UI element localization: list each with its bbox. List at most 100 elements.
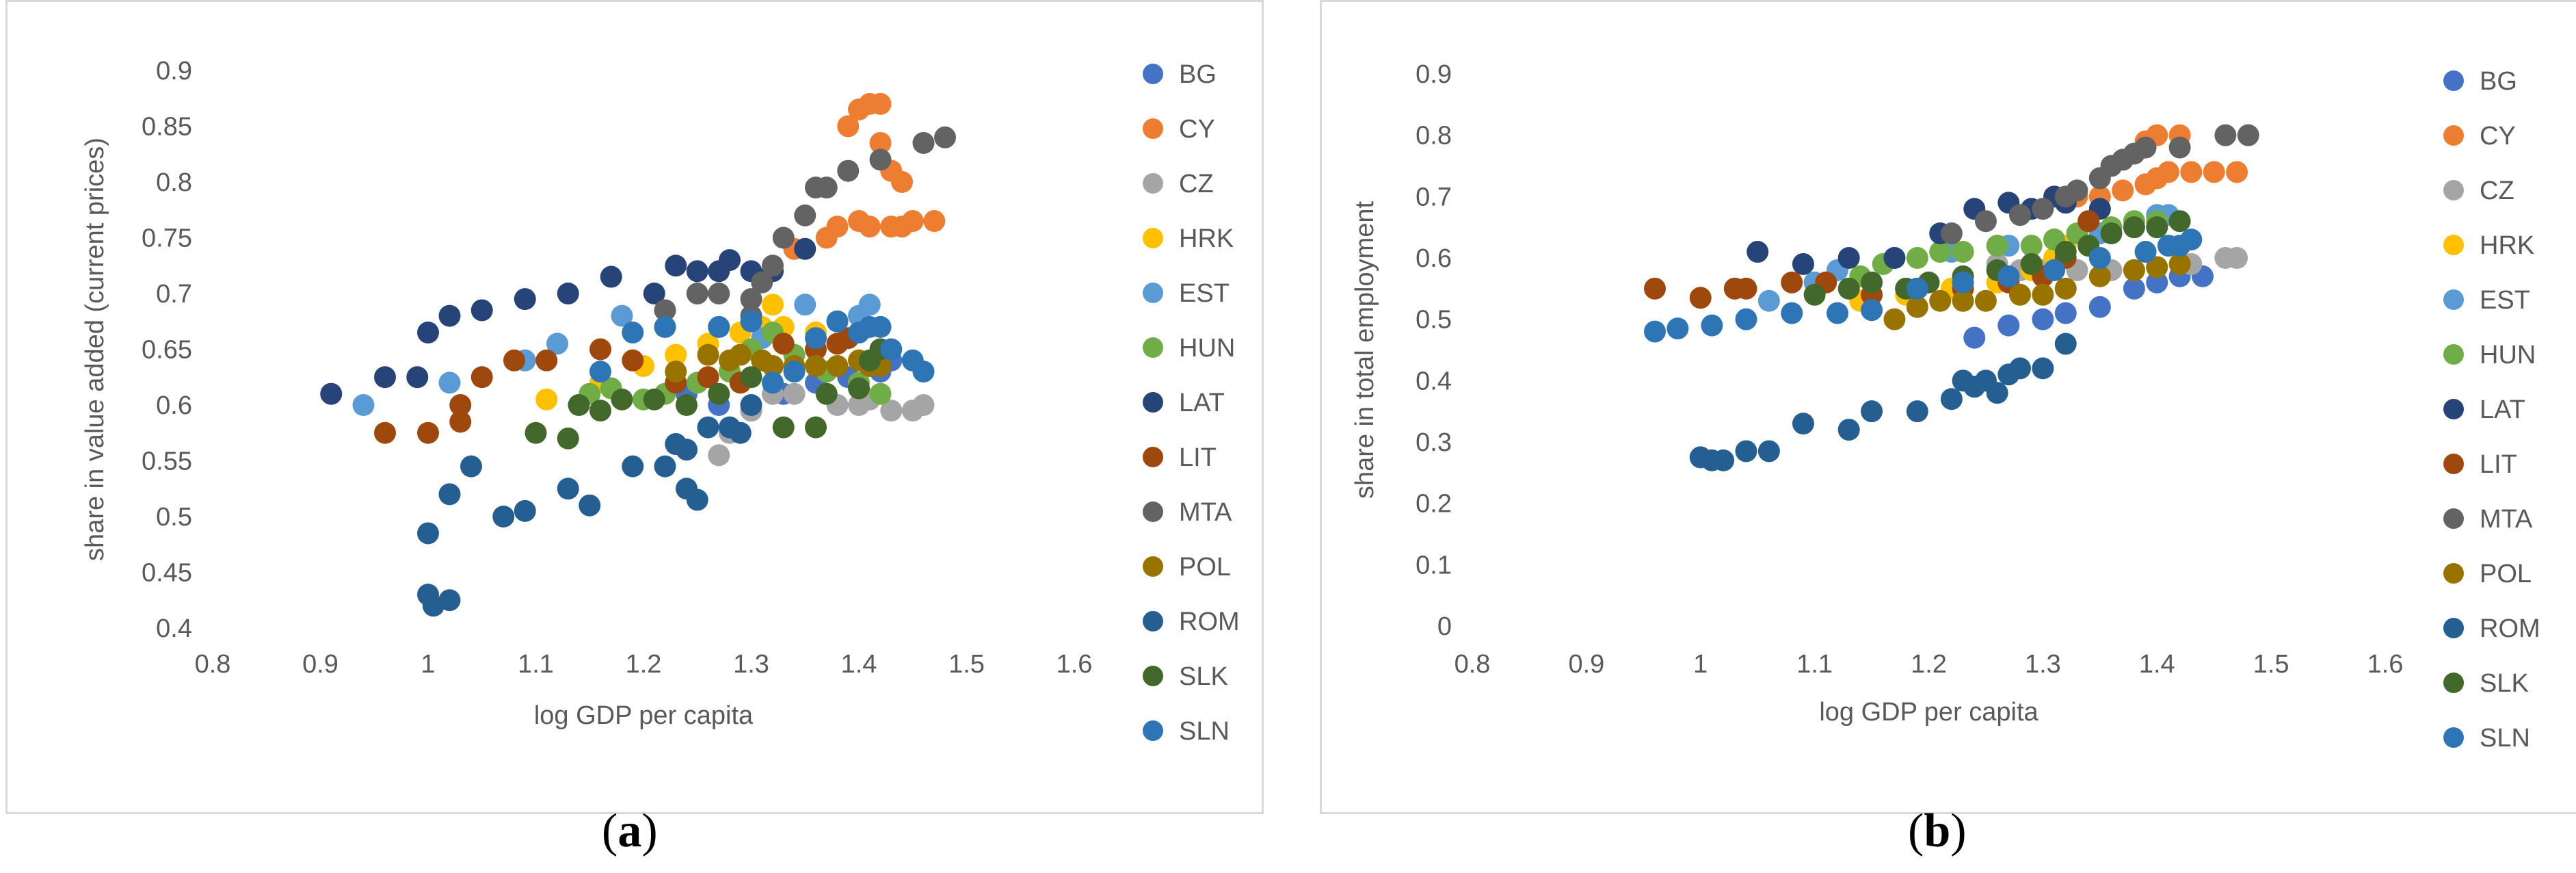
data-point-sln [589, 361, 611, 383]
legend-item-lit: LIT [1143, 443, 1217, 472]
data-point-lit [503, 349, 525, 372]
y-tick-label: 0.85 [142, 113, 192, 142]
y-tick-label: 0.8 [156, 168, 192, 197]
legend-marker [1143, 228, 1163, 248]
data-point-lat [1883, 247, 1906, 269]
data-point-pol [2088, 265, 2111, 287]
data-point-mta [740, 288, 762, 311]
legend-item-pol: POL [1143, 553, 1231, 582]
y-tick-label: 0 [1437, 612, 1452, 641]
y-tick-label: 0.6 [1416, 244, 1452, 273]
legend-label: EST [1179, 279, 1230, 308]
data-point-rom [492, 506, 515, 527]
data-point-lit [622, 349, 644, 372]
y-tick-label: 0.1 [1416, 551, 1452, 579]
data-point-cz [708, 444, 730, 467]
legend-item-est: EST [2443, 286, 2530, 315]
legend-label: LAT [2480, 395, 2525, 424]
legend-label: CZ [1179, 170, 1214, 198]
data-point-lit [535, 349, 558, 372]
data-point-hun [869, 382, 892, 405]
data-point-cy [923, 210, 946, 233]
legend-marker [1143, 556, 1163, 577]
data-point-mta [2066, 179, 2088, 202]
legend-label: ROM [1179, 608, 1240, 636]
legend-marker [2443, 563, 2464, 584]
data-point-lit [589, 338, 611, 361]
x-axis-title: log GDP per capita [1819, 698, 2039, 727]
data-point-slk [2123, 216, 2145, 239]
legend-item-pol: POL [2443, 560, 2532, 588]
data-point-lit [374, 421, 396, 444]
data-point-mta [934, 126, 956, 148]
x-axis-title: log GDP per capita [534, 701, 754, 730]
caption-a: (a) [602, 805, 658, 857]
data-point-sln [1827, 302, 1848, 324]
data-point-sln [783, 361, 806, 383]
legend-item-slk: SLK [2443, 669, 2529, 698]
legend-label: HUN [2480, 341, 2536, 369]
y-tick-label: 0.4 [156, 614, 192, 643]
series-pol [665, 343, 892, 383]
caption-b-letter: b [1924, 805, 1951, 857]
legend-marker [1143, 64, 1163, 84]
data-point-mta [762, 255, 784, 277]
legend-item-lit: LIT [2443, 450, 2517, 479]
data-point-rom [417, 522, 439, 545]
legend-marker [2443, 508, 2464, 529]
y-axis-title: share in total employment [1351, 201, 1379, 499]
data-point-slk [2146, 216, 2168, 239]
data-point-lit [697, 366, 719, 389]
legend-item-mta: MTA [2443, 505, 2533, 534]
x-tick-label: 1.3 [2025, 650, 2061, 679]
legend-marker [2443, 344, 2464, 365]
data-point-cy [869, 92, 892, 115]
data-point-hrk [762, 294, 784, 316]
data-point-rom [557, 478, 579, 500]
legend-item-sln: SLN [2443, 724, 2530, 753]
data-point-cy [837, 115, 860, 138]
chart-panel-b: 0 0.1 0.2 0.3 0.4 0.5 0.6 0.7 0.8 0.9 0.8 0.9 1 1.1 1.… [1320, 0, 2576, 814]
data-point-cy [826, 216, 849, 238]
data-point-sln [1644, 320, 1666, 343]
y-tick-label: 0.5 [156, 503, 192, 532]
data-point-mta [2134, 136, 2157, 159]
legend-marker [1143, 501, 1163, 522]
data-point-bg [2146, 271, 2168, 294]
data-point-lit [2077, 210, 2100, 233]
data-point-lit [449, 394, 472, 416]
data-point-cy [2157, 161, 2179, 183]
data-point-lat [686, 260, 708, 283]
data-point-pol [1974, 289, 1997, 312]
legend-label: CZ [2480, 177, 2514, 205]
y-tick-label: 0.2 [1416, 490, 1452, 519]
data-point-bg [2123, 277, 2145, 300]
legend-label: SLK [2480, 669, 2529, 698]
legend-item-hun: HUN [1143, 334, 1235, 363]
data-point-mta [2032, 198, 2054, 220]
data-point-rom [514, 499, 536, 522]
data-point-pol [1906, 296, 1928, 318]
data-point-sln [654, 315, 676, 338]
legend-label: HUN [1179, 334, 1235, 363]
chart-panel-a: 0.4 0.45 0.5 0.55 0.6 0.65 0.7 0.75 0.8 0.85 0.9 0.… [5, 0, 1264, 814]
data-point-sln [1861, 299, 1883, 322]
data-point-lat [665, 255, 687, 277]
legend-marker [2443, 70, 2464, 91]
legend-label: MTA [1179, 498, 1232, 527]
legend-marker [2443, 673, 2464, 693]
data-point-sln [762, 372, 784, 394]
y-tick-label: 0.7 [1416, 183, 1452, 211]
data-point-rom [740, 394, 762, 416]
legend-label: CY [2480, 122, 2516, 151]
data-point-mta [837, 159, 860, 182]
data-point-slk [2168, 210, 2191, 233]
data-point-sln [1735, 308, 1757, 330]
data-point-rom [729, 421, 752, 444]
data-point-rom [1861, 400, 1883, 423]
legend-label: MTA [2480, 505, 2533, 534]
data-point-lat [643, 283, 665, 304]
data-point-pol [762, 354, 784, 377]
data-point-sln [2088, 247, 2111, 269]
data-point-sln [740, 310, 762, 333]
